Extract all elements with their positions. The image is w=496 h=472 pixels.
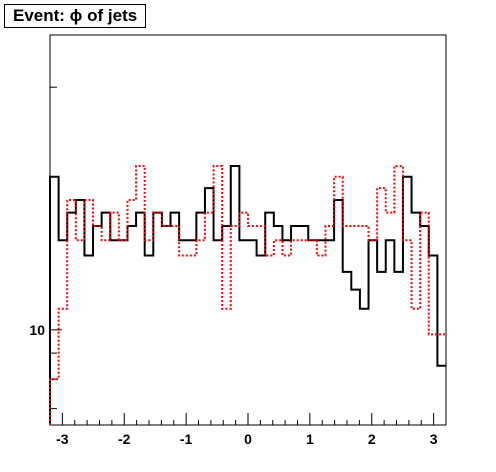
x-tick-label: -1	[180, 431, 193, 447]
histogram-series-red-dotted	[49, 164, 446, 425]
x-tick-label: 0	[244, 431, 252, 447]
x-axis: -3 -2 -1 0 1 2 3	[49, 413, 447, 447]
y-tick-label: 10	[29, 322, 45, 338]
chart-title: Event: ϕ of jets	[4, 4, 147, 28]
x-tick-label: 3	[430, 431, 438, 447]
y-axis: 10	[29, 86, 62, 410]
x-tick-label: 2	[368, 431, 376, 447]
x-tick-label: -2	[118, 431, 131, 447]
x-tick-label: -3	[56, 431, 69, 447]
x-tick-label: 1	[306, 431, 314, 447]
histogram-series-black	[49, 164, 446, 425]
series-layer	[49, 164, 446, 425]
